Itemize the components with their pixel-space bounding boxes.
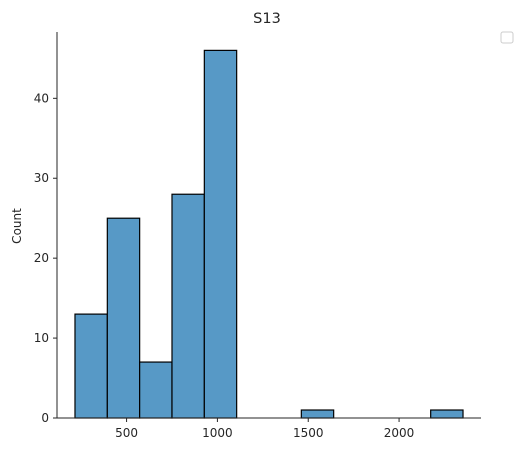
histogram-bar-4 [203,49,238,419]
y-axis-label: Count [10,208,24,244]
histogram-bar-1 [106,217,141,419]
histogram-bar-2 [139,361,173,419]
y-tick-label-0: 0 [41,411,49,425]
histogram-bar-11 [430,409,464,419]
y-tick-label-30: 30 [34,171,49,185]
histogram-bar-7 [300,409,335,419]
bars-group [74,49,464,419]
histogram-bar-0 [74,313,108,419]
axes-group: 500 1000 1500 2000 0 10 20 30 40 [34,32,481,440]
x-tick-label-2000: 2000 [384,426,415,440]
legend-box [500,31,514,44]
y-tick-label-10: 10 [34,331,49,345]
y-tick-label-40: 40 [34,91,49,105]
y-tick-label-20: 20 [34,251,49,265]
chart-title: S13 [253,11,281,27]
x-tick-label-1000: 1000 [202,426,233,440]
x-tick-label-500: 500 [115,426,138,440]
x-tick-label-1500: 1500 [293,426,324,440]
histogram-bar-3 [171,193,205,419]
